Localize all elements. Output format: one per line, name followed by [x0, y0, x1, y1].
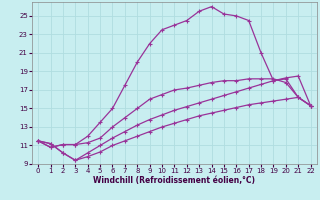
X-axis label: Windchill (Refroidissement éolien,°C): Windchill (Refroidissement éolien,°C) [93, 176, 255, 185]
